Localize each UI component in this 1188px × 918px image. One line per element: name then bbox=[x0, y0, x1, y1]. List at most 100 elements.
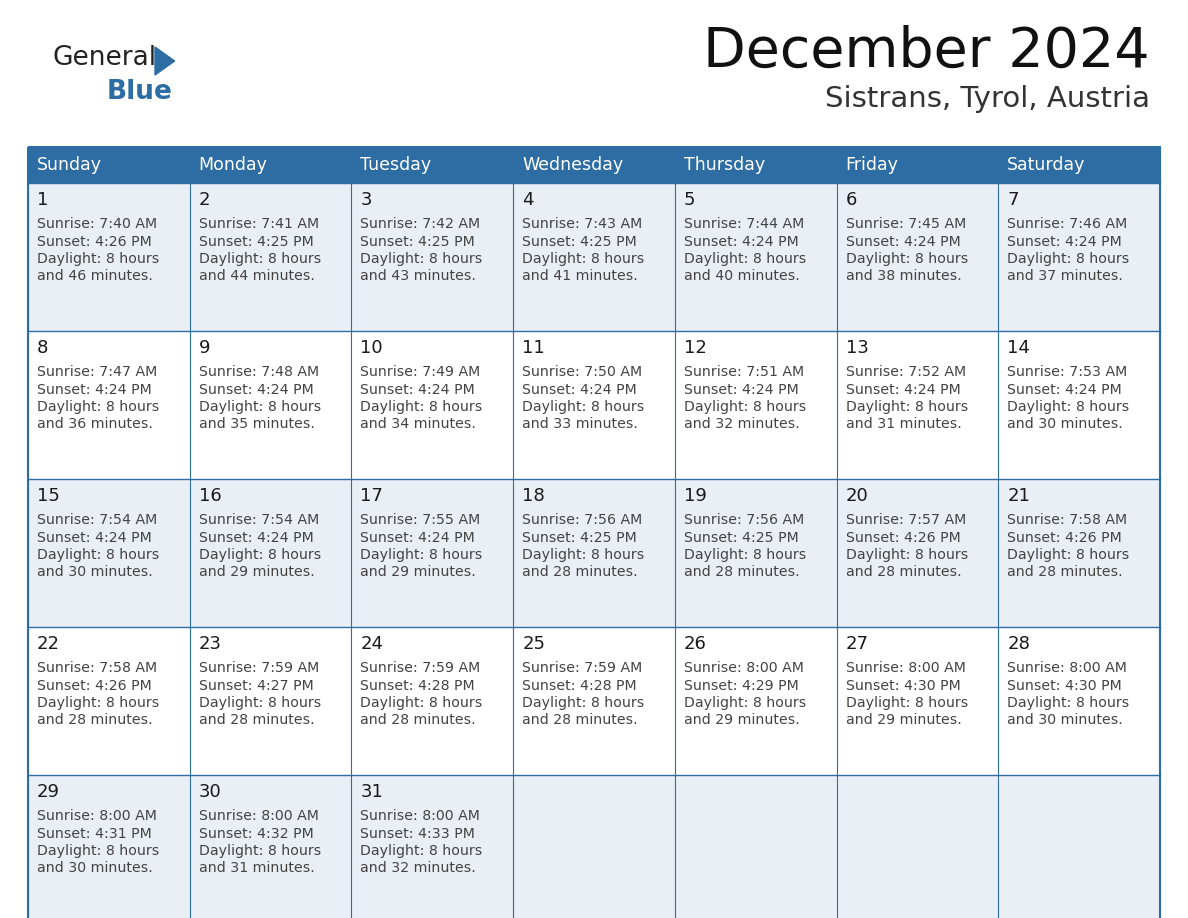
Text: 23: 23 bbox=[198, 635, 222, 653]
Text: Sunrise: 7:49 AM: Sunrise: 7:49 AM bbox=[360, 365, 481, 379]
Text: and 29 minutes.: and 29 minutes. bbox=[846, 713, 961, 727]
Bar bbox=[352, 147, 513, 183]
Text: Sunrise: 8:00 AM: Sunrise: 8:00 AM bbox=[684, 661, 804, 675]
Text: Sunset: 4:24 PM: Sunset: 4:24 PM bbox=[1007, 234, 1121, 249]
Text: Sunset: 4:27 PM: Sunset: 4:27 PM bbox=[198, 678, 314, 692]
Text: Sunrise: 7:51 AM: Sunrise: 7:51 AM bbox=[684, 365, 804, 379]
Bar bbox=[29, 147, 1159, 918]
Bar bbox=[190, 627, 352, 775]
Text: and 33 minutes.: and 33 minutes. bbox=[523, 418, 638, 431]
Text: Daylight: 8 hours: Daylight: 8 hours bbox=[684, 548, 807, 562]
Text: Sunset: 4:24 PM: Sunset: 4:24 PM bbox=[198, 383, 314, 397]
Bar bbox=[513, 479, 675, 627]
Text: and 30 minutes.: and 30 minutes. bbox=[1007, 418, 1123, 431]
Text: Sunrise: 7:44 AM: Sunrise: 7:44 AM bbox=[684, 217, 804, 231]
Text: Sunset: 4:30 PM: Sunset: 4:30 PM bbox=[1007, 678, 1121, 692]
Text: 16: 16 bbox=[198, 487, 221, 505]
Bar bbox=[190, 147, 352, 183]
Text: and 35 minutes.: and 35 minutes. bbox=[198, 418, 315, 431]
Text: and 43 minutes.: and 43 minutes. bbox=[360, 270, 476, 284]
Text: Daylight: 8 hours: Daylight: 8 hours bbox=[198, 548, 321, 562]
Text: Sunrise: 7:52 AM: Sunrise: 7:52 AM bbox=[846, 365, 966, 379]
Text: and 46 minutes.: and 46 minutes. bbox=[37, 270, 153, 284]
Text: Daylight: 8 hours: Daylight: 8 hours bbox=[1007, 252, 1130, 266]
Text: 13: 13 bbox=[846, 339, 868, 357]
Text: Daylight: 8 hours: Daylight: 8 hours bbox=[37, 844, 159, 858]
Text: Sunset: 4:31 PM: Sunset: 4:31 PM bbox=[37, 826, 152, 841]
Text: Sunset: 4:24 PM: Sunset: 4:24 PM bbox=[360, 531, 475, 544]
Text: Daylight: 8 hours: Daylight: 8 hours bbox=[37, 548, 159, 562]
Bar bbox=[352, 775, 513, 918]
Bar bbox=[352, 183, 513, 331]
Text: Sunrise: 8:00 AM: Sunrise: 8:00 AM bbox=[1007, 661, 1127, 675]
Bar bbox=[513, 183, 675, 331]
Text: and 28 minutes.: and 28 minutes. bbox=[684, 565, 800, 579]
Text: 15: 15 bbox=[37, 487, 59, 505]
Text: Thursday: Thursday bbox=[684, 156, 765, 174]
Text: Daylight: 8 hours: Daylight: 8 hours bbox=[846, 548, 968, 562]
Bar bbox=[675, 479, 836, 627]
Text: Sunrise: 7:55 AM: Sunrise: 7:55 AM bbox=[360, 513, 481, 527]
Text: Sunset: 4:33 PM: Sunset: 4:33 PM bbox=[360, 826, 475, 841]
Text: Daylight: 8 hours: Daylight: 8 hours bbox=[360, 844, 482, 858]
Text: Sunset: 4:24 PM: Sunset: 4:24 PM bbox=[37, 383, 152, 397]
Text: 3: 3 bbox=[360, 191, 372, 209]
Bar bbox=[352, 627, 513, 775]
Text: 25: 25 bbox=[523, 635, 545, 653]
Text: Daylight: 8 hours: Daylight: 8 hours bbox=[523, 696, 644, 710]
Bar bbox=[352, 331, 513, 479]
Text: 28: 28 bbox=[1007, 635, 1030, 653]
Text: Sunrise: 7:56 AM: Sunrise: 7:56 AM bbox=[684, 513, 804, 527]
Bar bbox=[998, 479, 1159, 627]
Text: and 40 minutes.: and 40 minutes. bbox=[684, 270, 800, 284]
Text: Daylight: 8 hours: Daylight: 8 hours bbox=[360, 400, 482, 414]
Text: Friday: Friday bbox=[846, 156, 898, 174]
Text: Sunrise: 7:57 AM: Sunrise: 7:57 AM bbox=[846, 513, 966, 527]
Text: 8: 8 bbox=[37, 339, 49, 357]
Text: and 28 minutes.: and 28 minutes. bbox=[1007, 565, 1123, 579]
Text: Sunrise: 7:58 AM: Sunrise: 7:58 AM bbox=[37, 661, 157, 675]
Bar bbox=[190, 183, 352, 331]
Text: Daylight: 8 hours: Daylight: 8 hours bbox=[523, 252, 644, 266]
Text: 19: 19 bbox=[684, 487, 707, 505]
Text: 2: 2 bbox=[198, 191, 210, 209]
Text: Blue: Blue bbox=[107, 79, 173, 105]
Text: Sunset: 4:24 PM: Sunset: 4:24 PM bbox=[846, 234, 960, 249]
Bar bbox=[675, 627, 836, 775]
Text: Daylight: 8 hours: Daylight: 8 hours bbox=[684, 400, 807, 414]
Text: 27: 27 bbox=[846, 635, 868, 653]
Text: Daylight: 8 hours: Daylight: 8 hours bbox=[1007, 696, 1130, 710]
Text: Daylight: 8 hours: Daylight: 8 hours bbox=[684, 696, 807, 710]
Text: 21: 21 bbox=[1007, 487, 1030, 505]
Bar bbox=[513, 775, 675, 918]
Text: Sunrise: 8:00 AM: Sunrise: 8:00 AM bbox=[37, 809, 157, 823]
Text: General: General bbox=[52, 45, 156, 71]
Text: and 28 minutes.: and 28 minutes. bbox=[360, 713, 476, 727]
Text: Sunrise: 7:54 AM: Sunrise: 7:54 AM bbox=[198, 513, 318, 527]
Text: Daylight: 8 hours: Daylight: 8 hours bbox=[1007, 548, 1130, 562]
Text: Sunset: 4:24 PM: Sunset: 4:24 PM bbox=[684, 234, 798, 249]
Bar bbox=[675, 775, 836, 918]
Text: and 32 minutes.: and 32 minutes. bbox=[360, 861, 476, 876]
Text: Sunrise: 8:00 AM: Sunrise: 8:00 AM bbox=[198, 809, 318, 823]
Bar bbox=[998, 331, 1159, 479]
Bar bbox=[998, 775, 1159, 918]
Text: Sunrise: 7:59 AM: Sunrise: 7:59 AM bbox=[523, 661, 643, 675]
Text: 26: 26 bbox=[684, 635, 707, 653]
Polygon shape bbox=[154, 47, 175, 75]
Bar bbox=[836, 775, 998, 918]
Bar bbox=[29, 147, 190, 183]
Text: Daylight: 8 hours: Daylight: 8 hours bbox=[37, 696, 159, 710]
Text: Daylight: 8 hours: Daylight: 8 hours bbox=[846, 696, 968, 710]
Bar bbox=[352, 479, 513, 627]
Text: Sunset: 4:24 PM: Sunset: 4:24 PM bbox=[198, 531, 314, 544]
Text: Sunset: 4:24 PM: Sunset: 4:24 PM bbox=[846, 383, 960, 397]
Text: and 28 minutes.: and 28 minutes. bbox=[198, 713, 315, 727]
Text: 5: 5 bbox=[684, 191, 695, 209]
Text: Sunrise: 8:00 AM: Sunrise: 8:00 AM bbox=[846, 661, 966, 675]
Text: Sunset: 4:25 PM: Sunset: 4:25 PM bbox=[523, 531, 637, 544]
Text: and 28 minutes.: and 28 minutes. bbox=[523, 713, 638, 727]
Text: Saturday: Saturday bbox=[1007, 156, 1086, 174]
Text: and 29 minutes.: and 29 minutes. bbox=[684, 713, 800, 727]
Text: Sunset: 4:25 PM: Sunset: 4:25 PM bbox=[198, 234, 314, 249]
